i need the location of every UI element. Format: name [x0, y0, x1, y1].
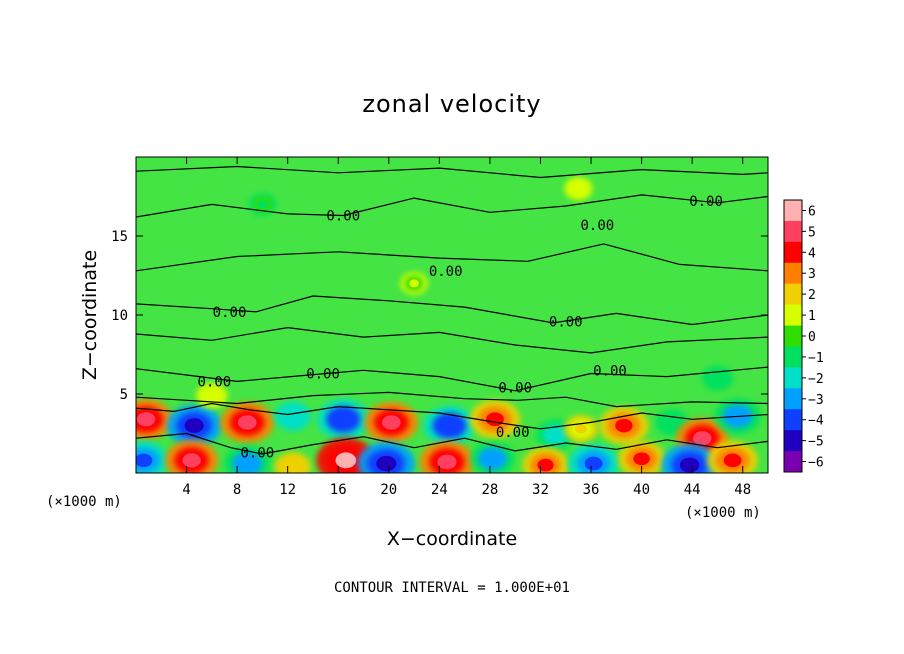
colorbar-label: 5 — [808, 225, 816, 240]
field-cell — [364, 401, 419, 444]
field-cell — [707, 440, 759, 473]
x-tick-label: 4 — [182, 482, 190, 498]
field-cell — [136, 398, 173, 440]
field-cell — [568, 443, 620, 473]
contour-line — [136, 432, 768, 455]
field-cell — [469, 399, 521, 439]
contour-label: 0.00 — [429, 264, 463, 280]
colorbar-swatch — [784, 367, 802, 389]
colorbar-swatch — [784, 283, 802, 306]
colorbar: 6 5 4 3 2 1 0 −1 −2 −3 −4 −5 −6 — [783, 199, 824, 473]
x-axis-title: X−coordinate — [387, 528, 517, 550]
y-tick-label: 10 — [111, 308, 128, 324]
x-tick-label: 44 — [684, 482, 701, 498]
colorbar-label: 6 — [808, 204, 816, 219]
contour-interval-note: CONTOUR INTERVAL = 1.000E+01 — [334, 580, 570, 596]
x-tick-label: 12 — [279, 482, 296, 498]
contour-label: 0.00 — [240, 445, 274, 461]
x-tick-label: 40 — [633, 482, 650, 498]
contour-label: 0.00 — [689, 194, 723, 210]
x-unit-label-right: (×1000 m) — [685, 505, 761, 521]
colorbar-swatch — [784, 451, 802, 473]
contour-line — [136, 402, 768, 430]
y-tick-label: 15 — [111, 229, 128, 245]
colorbar-label: −6 — [808, 456, 824, 471]
colorbar-swatch — [784, 304, 802, 327]
contour-label: 0.00 — [306, 366, 340, 382]
colorbar-label: 2 — [808, 288, 816, 303]
field-cell — [563, 415, 599, 443]
field-cell — [224, 445, 271, 473]
colorbar-swatch — [784, 200, 802, 222]
colorbar-swatch — [784, 325, 802, 347]
field-cell — [400, 272, 428, 295]
x-tick-label: 36 — [583, 482, 600, 498]
field-cell — [599, 406, 649, 445]
colorbar-swatch — [784, 430, 802, 452]
field-cell — [701, 365, 734, 391]
contour-label: 0.00 — [213, 305, 247, 321]
colorbar-label: 3 — [808, 267, 816, 282]
colorbar-swatch — [784, 241, 802, 264]
contour-line — [136, 243, 768, 272]
contour-line — [136, 327, 768, 354]
field-cell — [166, 404, 222, 447]
x-tick-label: 20 — [380, 482, 397, 498]
contour-line — [136, 295, 768, 326]
contour-label: 0.00 — [581, 218, 615, 234]
field-cell — [618, 440, 666, 473]
contour-label: 0.00 — [498, 381, 532, 397]
contour-label: 0.00 — [496, 425, 530, 441]
field-cell — [274, 452, 312, 473]
x-unit-label-left: (×1000 m) — [46, 494, 122, 510]
x-tick-label: 48 — [734, 482, 751, 498]
plot-area: 0.00 0.00 0.00 0.00 0.00 0.00 0.00 0.00 0.00 0.00… — [135, 156, 769, 474]
colorbar-label: 0 — [808, 330, 816, 345]
colorbar-swatch — [784, 262, 802, 285]
x-tick-label: 28 — [481, 482, 498, 498]
contour-label: 0.00 — [198, 374, 232, 390]
colorbar-label: −5 — [808, 435, 824, 450]
colorbar-label: −4 — [808, 414, 824, 429]
x-tick-label: 32 — [532, 482, 549, 498]
field-cell — [357, 441, 415, 473]
field-cell — [220, 401, 274, 444]
contour-label: 0.00 — [326, 208, 360, 224]
field-cell — [165, 440, 219, 473]
field-cell — [564, 176, 593, 201]
contour-label: 0.00 — [593, 363, 627, 379]
y-tick-label: 5 — [120, 387, 128, 403]
colorbar-label: −2 — [808, 372, 824, 387]
contour-label: 0.00 — [549, 314, 583, 330]
x-tick-label: 24 — [431, 482, 448, 498]
colorbar-swatch — [784, 388, 802, 410]
field-cell — [136, 441, 169, 473]
x-tick-label: 16 — [330, 482, 347, 498]
colorbar-label: −1 — [808, 351, 824, 366]
colorbar-swatch — [784, 346, 802, 368]
contour-line — [136, 165, 768, 179]
field-cell — [316, 398, 370, 440]
x-tick-label: 8 — [233, 482, 241, 498]
field-cell — [661, 443, 718, 473]
colorbar-label: 1 — [808, 309, 816, 324]
field-cell — [470, 441, 515, 473]
colorbar-swatch — [784, 409, 802, 431]
contour-line — [136, 194, 768, 218]
field-cell — [274, 401, 312, 431]
colorbar-swatch — [784, 220, 802, 243]
colorbar-label: 4 — [808, 246, 816, 261]
contour-line — [136, 366, 768, 392]
colorbar-label: −3 — [808, 393, 824, 408]
field-cell — [522, 447, 569, 473]
field-cell — [423, 405, 476, 446]
chart-title: zonal velocity — [362, 90, 541, 118]
field-cell — [419, 440, 475, 473]
contour-line — [136, 391, 768, 408]
y-axis-title: Z−coordinate — [79, 250, 101, 380]
